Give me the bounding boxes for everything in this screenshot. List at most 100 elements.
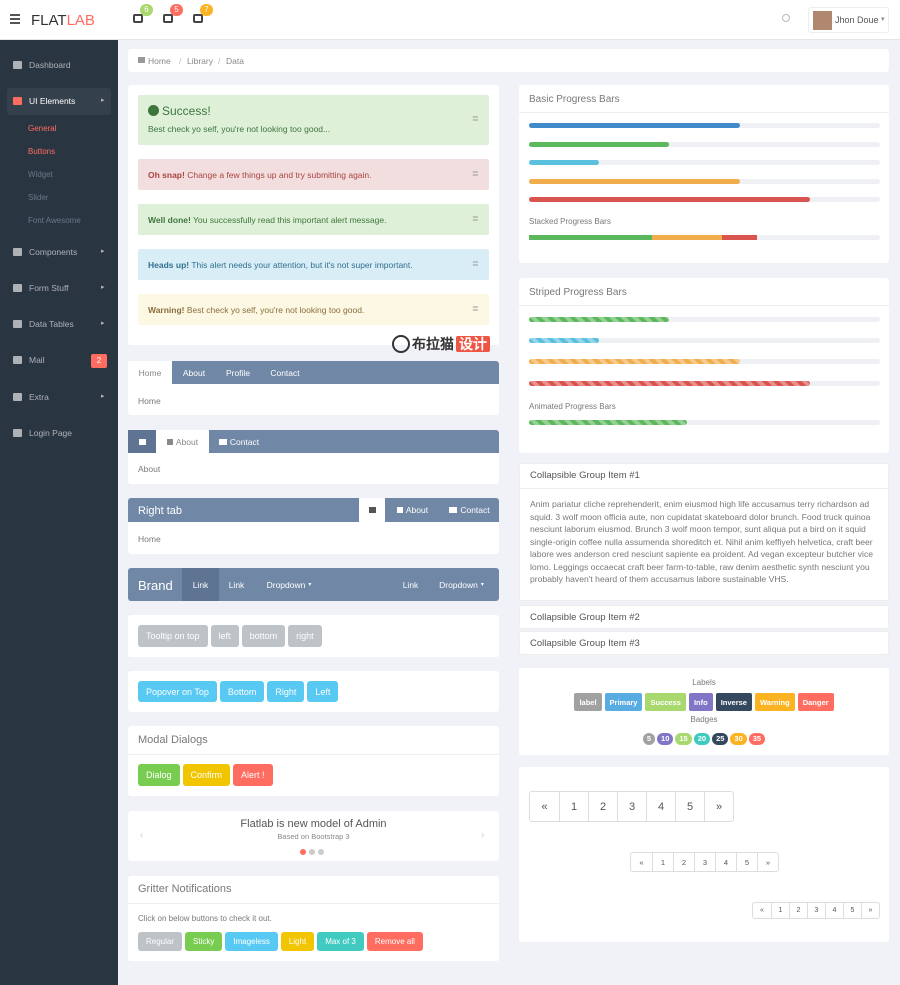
tab[interactable] [128,430,156,453]
button[interactable]: Imageless [225,932,278,951]
button[interactable]: bottom [241,625,286,647]
menu-item[interactable]: Form Stuff [29,283,69,293]
page-link[interactable]: 2 [673,853,694,871]
label: label [574,693,602,711]
menu-icon [13,248,22,256]
alert-close[interactable]: ≣ [472,213,479,223]
button[interactable]: Dialog [138,764,180,786]
page-link[interactable]: » [861,903,879,918]
button[interactable]: Confirm [182,764,231,786]
carousel-prev[interactable]: ‹ [140,830,144,841]
page-link[interactable]: 3 [617,792,646,821]
tab-label: Profile [225,367,251,378]
button[interactable]: Tooltip on top [138,625,208,647]
tab[interactable]: About [385,498,440,522]
menu-item[interactable]: Mail [29,355,45,365]
page-link[interactable]: « [760,907,764,914]
carousel-next[interactable]: › [481,830,485,841]
alert-close[interactable]: ≣ [472,168,479,178]
button[interactable]: Remove all [366,932,423,951]
page-link[interactable]: 4 [825,903,843,918]
tab-content: About [138,464,161,474]
accordion-item[interactable]: Collapsible Group Item #3 [519,631,889,655]
notification-badge: 6 [140,4,153,16]
accordion-item[interactable]: Collapsible Group Item #1 Anim pariatur c… [519,463,889,601]
tab[interactable]: About [172,361,216,384]
button[interactable]: Max of 3 [317,932,364,951]
button[interactable]: right [288,625,322,647]
alert-close[interactable]: ≣ [472,258,479,268]
page-link[interactable]: 5 [736,853,757,871]
alert-text: Best check yo self, you're not looking t… [148,124,331,134]
page-link[interactable]: 4 [715,853,736,871]
button[interactable]: Left [307,681,339,702]
submenu-item[interactable]: Widget [28,170,53,179]
button[interactable]: Light [280,932,315,951]
menu-item[interactable]: UI Elements [29,96,76,106]
nav-link[interactable]: Link [397,568,424,601]
tab[interactable]: Contact [440,498,499,522]
submenu-item[interactable]: Slider [28,193,49,202]
search-icon[interactable] [782,14,790,22]
nav-link[interactable]: Dropdown ▾ [254,568,324,601]
caret: ▾ [480,582,484,588]
button[interactable]: Right [267,681,305,702]
tab[interactable]: Profile [216,361,260,384]
menu-item[interactable]: Login Page [29,428,73,438]
submenu-item[interactable]: Font Awesome [28,216,81,225]
nav-link[interactable]: Link [219,568,254,601]
nav-link[interactable]: Dropdown ▾ [424,568,499,601]
nav-icon[interactable] [193,14,203,23]
tab[interactable]: About [156,430,209,453]
menu-item[interactable]: Extra [29,392,49,402]
nav-icon[interactable] [163,14,173,23]
page-link[interactable]: 1 [559,792,588,821]
tab[interactable]: Contact [260,361,310,384]
submenu-item[interactable]: Buttons [28,147,56,156]
page-link[interactable]: 2 [588,792,617,821]
page-link[interactable]: 4 [646,792,675,821]
nav-link[interactable]: Link [182,568,219,601]
button[interactable]: Alert ! [233,764,273,786]
divider [128,754,499,755]
page-link[interactable]: » [704,792,733,821]
breadcrumb-item[interactable]: Home [148,56,171,66]
panel: Flatlab is new model of Admin Based on Bo… [128,811,499,861]
button[interactable]: left [210,625,239,647]
page-link[interactable]: 1 [652,853,673,871]
page-link[interactable]: « [639,857,644,867]
page-link[interactable]: « [541,800,548,813]
button[interactable]: Regular [138,932,183,951]
nav-icon[interactable] [133,14,143,23]
menu-item[interactable]: Dashboard [29,60,71,70]
button[interactable]: Bottom [219,681,265,702]
carousel-dot[interactable] [318,849,324,855]
accordion-item[interactable]: Collapsible Group Item #2 [519,605,889,629]
carousel-dot[interactable] [300,849,306,855]
breadcrumb-item[interactable]: Data [226,56,244,66]
navbar-brand[interactable]: Brand [138,578,173,593]
page-link[interactable]: 5 [843,903,861,918]
page-link[interactable]: 3 [807,903,825,918]
page-link[interactable]: 2 [789,903,807,918]
page-link[interactable]: » [757,853,778,871]
submenu-item[interactable]: General [28,124,57,133]
page-link[interactable]: 5 [675,792,704,821]
button[interactable]: Sticky [185,932,223,951]
user-menu[interactable]: Jhon Doue ▾ [808,7,889,33]
panel-title: Gritter Notifications [138,883,232,895]
button[interactable]: Popover on Top [138,681,217,702]
menu-item[interactable]: Data Tables [29,319,74,329]
tab[interactable]: Contact [209,430,269,453]
alert-close[interactable]: ≣ [472,303,479,313]
breadcrumb-item[interactable]: Library [187,56,213,66]
page-link[interactable]: 1 [771,903,789,918]
carousel-dot[interactable] [309,849,315,855]
tab[interactable]: Home [128,361,172,384]
badge: 5 [642,733,656,745]
tab[interactable] [359,498,385,522]
menu-item[interactable]: Components [29,247,78,257]
page-link[interactable]: 3 [694,853,715,871]
alert-close[interactable]: ≣ [472,114,479,123]
watermark-text: 设计 [456,336,490,352]
